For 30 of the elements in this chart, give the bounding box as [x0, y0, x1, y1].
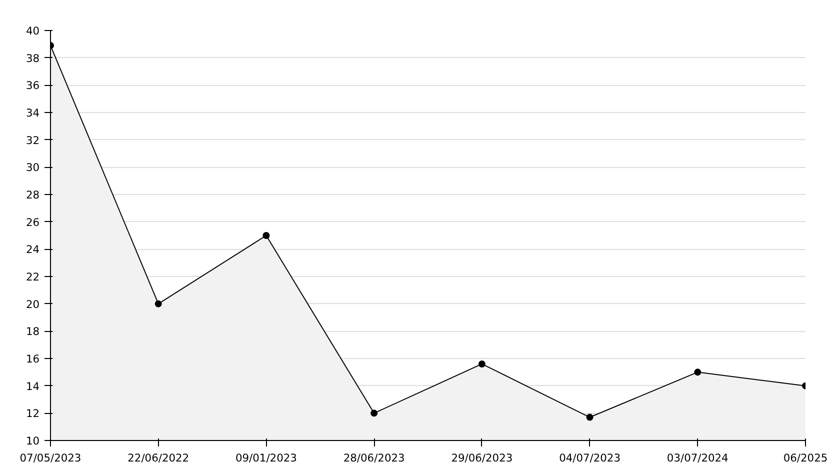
point	[262, 232, 270, 239]
x-tick-label: 22/06/2022	[128, 452, 190, 464]
y-tick-label: 14	[26, 380, 40, 393]
x-tick-label: 07/05/2023	[20, 452, 82, 464]
point	[586, 414, 594, 421]
x-tick-label: 28/06/2023	[343, 452, 405, 464]
y-tick-label: 30	[26, 161, 40, 174]
y-tick-label: 26	[26, 216, 40, 229]
point	[370, 410, 378, 417]
point	[154, 300, 162, 308]
y-tick-label: 16	[26, 352, 40, 366]
point	[478, 360, 486, 368]
y-tick-label: 28	[26, 188, 40, 202]
x-tick-label: 03/07/2024	[666, 452, 729, 464]
y-tick-label: 32	[26, 134, 40, 147]
x-tick-label: 06/2025	[783, 452, 828, 464]
x-tick-label: 29/06/2023	[451, 452, 513, 464]
y-tick-label: 38	[26, 52, 40, 65]
y-tick-label: 10	[26, 434, 40, 448]
y-tick-label: 36	[26, 79, 40, 92]
y-tick-label: 34	[26, 106, 40, 120]
y-tick-label: 18	[26, 325, 40, 338]
y-tick-label: 12	[26, 407, 40, 420]
y-tick-label: 24	[26, 243, 40, 256]
y-tick-label: 40	[26, 24, 40, 38]
x-tick-label: 09/01/2023	[236, 452, 297, 464]
y-tick-label: 20	[26, 298, 40, 311]
point	[694, 368, 702, 376]
x-tick-label: 04/07/2023	[559, 452, 620, 464]
y-tick-label: 22	[26, 270, 40, 284]
